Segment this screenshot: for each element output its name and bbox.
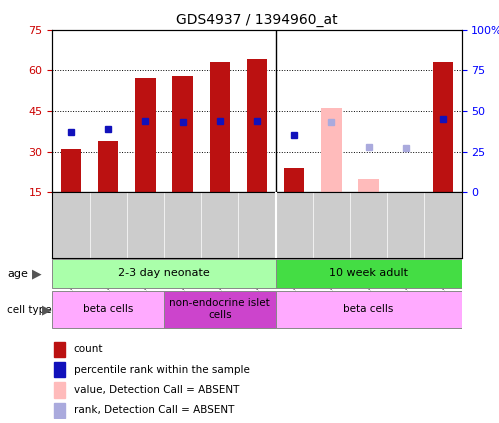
Bar — [52, 259, 275, 288]
Text: 2-3 day neonate: 2-3 day neonate — [118, 268, 210, 278]
Bar — [284, 168, 304, 192]
Bar — [135, 78, 156, 192]
Text: ▶: ▶ — [32, 267, 42, 280]
Text: ▶: ▶ — [42, 303, 52, 316]
Text: beta cells: beta cells — [83, 304, 133, 314]
Bar — [433, 62, 453, 192]
Text: cell type: cell type — [7, 305, 52, 315]
Bar — [52, 291, 164, 328]
Text: value, Detection Call = ABSENT: value, Detection Call = ABSENT — [74, 385, 239, 395]
Text: percentile rank within the sample: percentile rank within the sample — [74, 365, 250, 375]
Bar — [54, 382, 65, 398]
Text: rank, Detection Call = ABSENT: rank, Detection Call = ABSENT — [74, 405, 234, 415]
Bar — [358, 179, 379, 192]
Text: age: age — [7, 269, 28, 279]
Title: GDS4937 / 1394960_at: GDS4937 / 1394960_at — [176, 13, 338, 27]
Bar — [172, 76, 193, 192]
Text: 10 week adult: 10 week adult — [329, 268, 408, 278]
Text: non-endocrine islet
cells: non-endocrine islet cells — [170, 298, 270, 320]
Bar — [247, 60, 267, 192]
Bar — [61, 149, 81, 192]
Bar — [54, 342, 65, 357]
Bar — [275, 259, 462, 288]
Bar — [321, 108, 342, 192]
Bar — [210, 62, 230, 192]
Bar — [54, 403, 65, 418]
Text: beta cells: beta cells — [343, 304, 394, 314]
Bar — [98, 141, 118, 192]
Bar — [275, 291, 462, 328]
Bar — [164, 291, 275, 328]
Text: count: count — [74, 344, 103, 354]
Bar — [54, 362, 65, 377]
